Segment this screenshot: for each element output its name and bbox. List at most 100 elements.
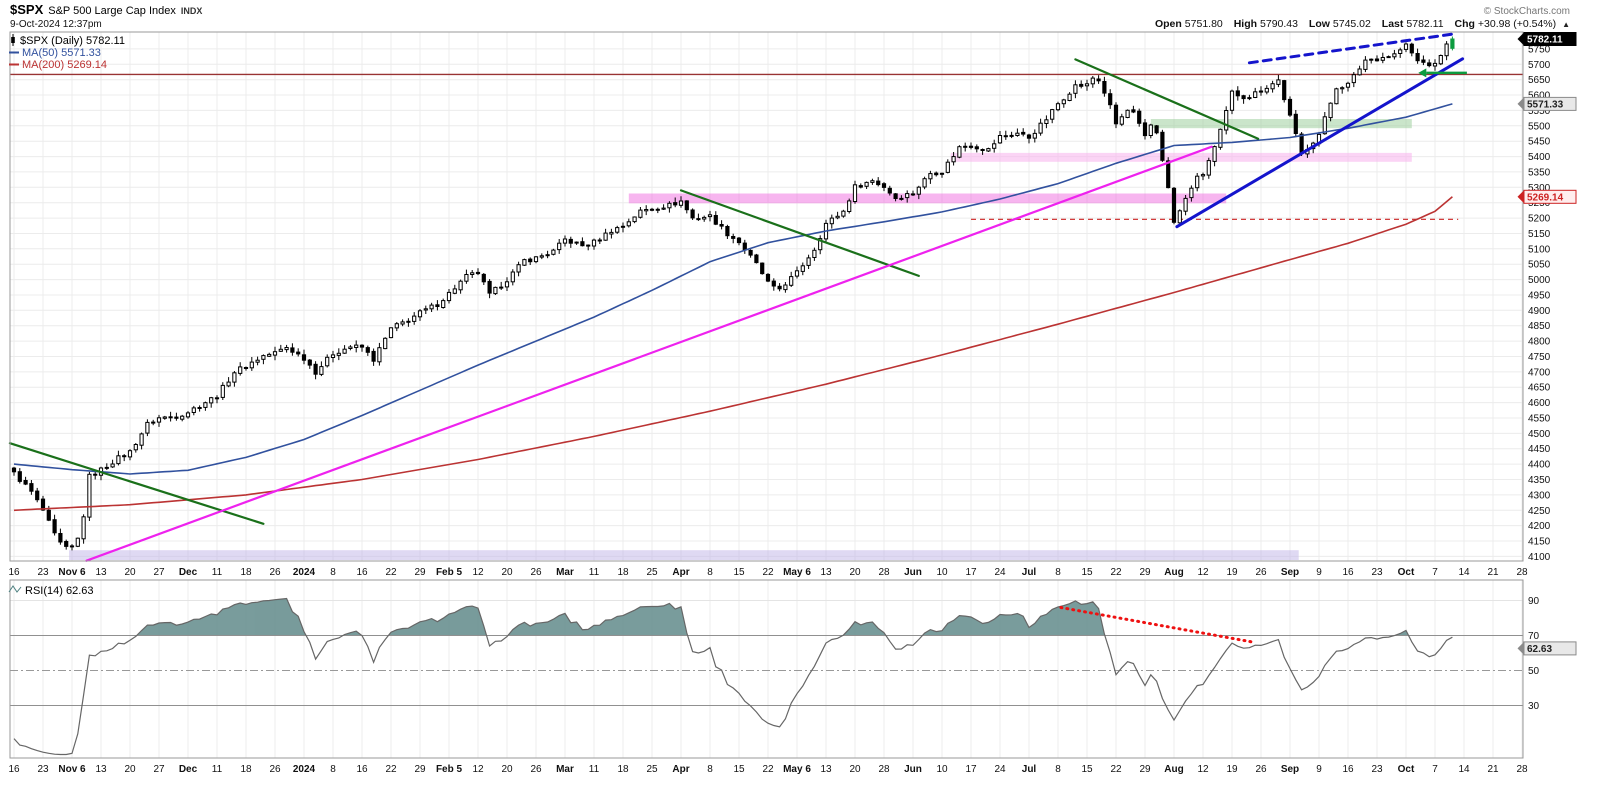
x-tick-label: 9 [1316,567,1322,578]
candle-body [197,407,202,409]
candle-body [17,471,22,482]
price-axis-label: 4600 [1528,398,1551,409]
price-axis-label: 4250 [1528,506,1551,517]
x-tick-label: 28 [878,567,890,578]
x-tick-label: 23 [1371,764,1383,775]
candle-body [1061,99,1066,105]
candle-body [278,348,283,352]
candle-body [673,202,678,206]
price-axis-label: 5500 [1528,121,1551,132]
x-tick-label: 2024 [293,764,316,775]
candle-body [1160,131,1165,161]
candle-body [272,351,278,356]
candle-body [1328,102,1333,119]
candle-body [209,397,214,404]
candle-body [812,249,817,259]
candle-body [881,183,887,188]
candle-body [760,262,765,275]
zone-4100 [69,550,1299,560]
last-price-box: 5782.11 [1517,32,1577,46]
chart-element [136,598,306,636]
candle-body [348,346,353,349]
x-tick-label: 16 [1342,567,1354,578]
candle-body [736,237,742,244]
candle-body [127,450,133,458]
x-tick-label: 23 [37,764,49,775]
x-tick-label: Mar [556,567,574,578]
last-value: 5782.11 [1406,18,1444,30]
candle-body [1166,160,1171,189]
x-tick-label: 29 [1139,567,1151,578]
x-tick-label: Sep [1281,567,1299,578]
change-up-arrow-icon: ▲ [1562,20,1570,29]
candle-body [789,276,794,286]
candle-body [330,354,336,358]
candle-body [139,433,144,446]
price-axis-label: 4400 [1528,460,1551,471]
x-tick-label: 16 [1342,764,1354,775]
candle-body [1142,122,1148,137]
candle-body [168,416,173,419]
candle-body [968,145,974,148]
price-axis-label: 5150 [1528,229,1551,240]
ma50-legend-label: MA(50) 5571.33 [22,47,101,59]
candle-body [325,356,330,367]
chart-element [1517,190,1524,204]
x-tick-label: 8 [707,567,713,578]
price-box-label: 5782.11 [1527,35,1563,46]
candle-body [1438,55,1443,65]
candle-body [458,280,463,291]
exchange: INDX [180,6,203,16]
x-tick-label: May 6 [783,764,811,775]
price-axis-label: 4900 [1528,306,1551,317]
x-tick-label: 26 [269,567,281,578]
candle-body [1224,110,1229,131]
candle-body [748,249,753,256]
trendline-downtrend-apr24 [679,189,920,277]
rsi-axis-label: 50 [1528,666,1540,677]
candle-body [87,473,92,518]
x-tick-label: 18 [240,567,252,578]
candle-body [771,280,776,287]
candle-body [649,208,655,211]
candle-body [632,216,637,223]
trendline-uptrend-major [85,145,1213,562]
datetime: 9-Oct-2024 12:37pm [10,19,102,30]
candle-body [841,210,846,217]
candle-body [1044,119,1049,125]
candle-body [290,347,295,353]
x-tick-label: 12 [1197,567,1209,578]
candle-body [707,214,713,218]
x-tick-label: 8 [707,764,713,775]
candle-body [620,225,626,228]
candle-body [1131,109,1136,113]
candle-body [829,217,834,225]
x-axis-bottom: 16 23 Nov 6 13 20 27 Dec 11 18 26 2024 8 16 22 29 Feb 5… [8,764,1528,775]
title-row: $SPX S&P 500 Large Cap Index INDX © StockC… [10,3,1570,18]
candle-body [64,541,69,547]
chart-element [1523,32,1577,46]
price-axis-label: 5550 [1528,106,1551,117]
x-tick-label: Apr [672,567,689,578]
x-tick-label: Dec [179,764,198,775]
x-tick-label: 26 [530,567,542,578]
price-axis-label: 5450 [1528,137,1551,148]
candle-body [191,407,196,413]
candle-body [185,412,191,418]
candle-body [615,227,620,233]
price-axis-label: 4950 [1528,290,1551,301]
candle-body [597,239,602,242]
low-value: 5745.02 [1332,18,1371,30]
x-tick-label: 11 [589,567,600,578]
x-tick-label: 28 [1516,567,1528,578]
candle-body [110,463,115,468]
rsi-axis-label: 70 [1528,631,1540,642]
zone-5260 [628,193,1227,204]
candle-body [794,270,800,277]
x-tick-label: 22 [762,567,774,578]
candle-body [122,455,127,458]
x-tick-label: 16 [356,567,368,578]
candle-body [313,363,318,375]
candle-body [974,146,979,150]
candle-body [249,361,254,369]
